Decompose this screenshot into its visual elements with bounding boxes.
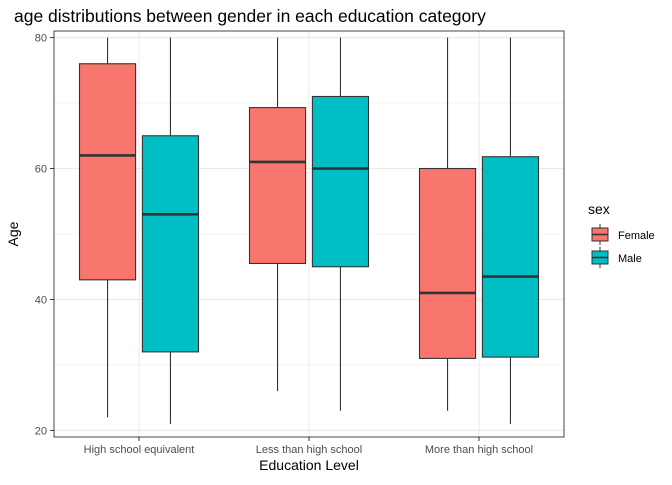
box-male-1: [141, 37, 200, 424]
x-tick-label: More than high school: [425, 444, 533, 456]
box-body: [418, 167, 477, 359]
legend-title: sex: [588, 201, 610, 217]
legend-entries: Female Male: [591, 224, 655, 268]
box-body: [141, 135, 200, 353]
legend-item-female: Female: [591, 224, 655, 245]
boxes: [78, 37, 540, 424]
legend-label: Male: [618, 253, 642, 265]
axes: 20 40 60 80 High school equivalent Less than …: [35, 33, 533, 456]
chart-title: age distributions between gender in each…: [14, 6, 486, 26]
y-axis-title: Age: [5, 221, 21, 246]
y-tick-label: 40: [35, 294, 47, 306]
box-male-3: [481, 37, 540, 424]
x-tick-label: High school equivalent: [84, 444, 195, 456]
box-body: [311, 95, 370, 268]
box-body: [248, 107, 307, 265]
box-male-2: [311, 37, 370, 411]
box-female-1: [78, 37, 137, 418]
box-body: [481, 156, 540, 358]
y-tick-label: 60: [35, 164, 47, 176]
box-female-2: [248, 37, 307, 392]
grid-lines: [54, 31, 564, 437]
box-body: [78, 63, 137, 281]
legend: sex Female Male: [588, 201, 655, 268]
y-tick-label: 80: [35, 33, 47, 45]
y-tick-label: 20: [35, 425, 47, 437]
box-female-3: [418, 37, 477, 411]
x-tick-label: Less than high school: [256, 444, 362, 456]
legend-label: Female: [618, 230, 655, 242]
x-axis-title: Education Level: [259, 457, 359, 473]
legend-item-male: Male: [591, 247, 642, 268]
